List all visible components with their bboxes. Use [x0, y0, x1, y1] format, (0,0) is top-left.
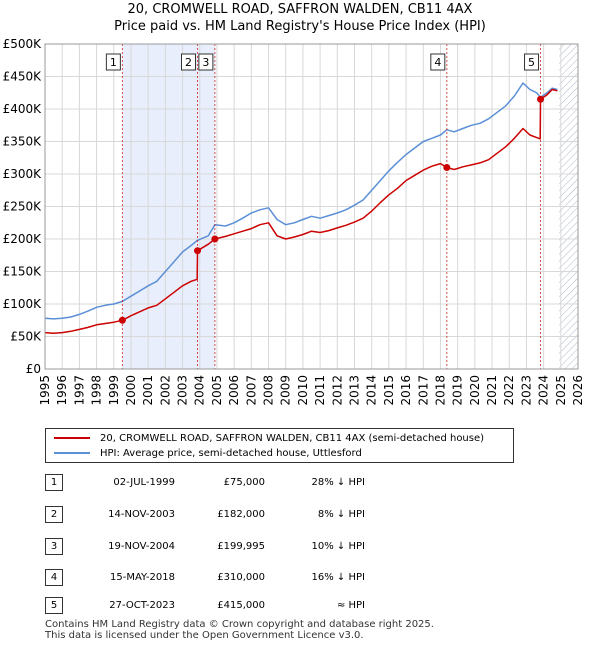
footer-copyright: Contains HM Land Registry data © Crown c… — [45, 619, 434, 630]
sale-marker-box — [198, 53, 214, 71]
x-tick-label: 2005 — [210, 375, 224, 406]
plot-frame — [44, 43, 579, 370]
x-tick-label: 2008 — [262, 375, 276, 406]
y-tick-label: £500K — [3, 37, 43, 51]
legend: 20, CROMWELL ROAD, SAFFRON WALDEN, CB11 … — [45, 428, 514, 463]
sale-date: 15-MAY-2018 — [109, 572, 175, 583]
x-tick-label: 2015 — [382, 375, 396, 406]
sale-point — [211, 235, 219, 243]
x-tick-label: 2022 — [502, 375, 516, 406]
sale-number-badge: 4 — [45, 569, 63, 586]
sale-price: £415,000 — [217, 600, 265, 611]
y-tick-label: £50K — [10, 330, 42, 344]
x-tick-label: 2002 — [158, 375, 172, 406]
legend-swatch-price-paid — [54, 437, 90, 439]
chart-title-line2: Price paid vs. HM Land Registry's House … — [114, 19, 486, 34]
sale-point — [118, 316, 126, 324]
y-tick-label: £250K — [3, 200, 43, 214]
sale-row: 1 02-JUL-1999 £75,000 28% ↓ HPI — [45, 474, 405, 491]
sale-number-badge: 1 — [45, 474, 63, 491]
y-tick-label: £400K — [3, 102, 43, 116]
x-tick-label: 2009 — [279, 375, 293, 406]
sale-marker-box — [524, 53, 540, 71]
sale-marker-label: 3 — [202, 56, 209, 69]
sale-marker-label: 4 — [434, 56, 441, 69]
sale-row: 5 27-OCT-2023 £415,000 ≈ HPI — [45, 597, 405, 614]
x-tick-label: 2019 — [451, 375, 465, 406]
sale-price: £182,000 — [217, 509, 265, 520]
x-tick-label: 2000 — [124, 375, 138, 406]
x-tick-label: 2023 — [519, 375, 533, 406]
x-tick-label: 2020 — [468, 375, 482, 406]
x-tick-label: 2014 — [365, 375, 379, 406]
y-tick-label: £450K — [3, 70, 43, 84]
legend-item-price-paid: 20, CROMWELL ROAD, SAFFRON WALDEN, CB11 … — [54, 431, 484, 445]
sale-hpi-diff: 16% ↓ HPI — [311, 572, 365, 583]
y-tick-label: £0 — [26, 362, 41, 376]
legend-label-hpi: HPI: Average price, semi-detached house,… — [100, 447, 362, 459]
x-tick-label: 2021 — [485, 375, 499, 406]
sale-row: 4 15-MAY-2018 £310,000 16% ↓ HPI — [45, 569, 405, 586]
x-tick-label: 2007 — [244, 375, 258, 406]
sale-marker-label: 1 — [110, 56, 117, 69]
x-tick-label: 2026 — [571, 375, 585, 406]
sale-hpi-diff: 10% ↓ HPI — [311, 541, 365, 552]
sale-hpi-diff: 8% ↓ HPI — [317, 509, 365, 520]
x-tick-label: 2003 — [176, 375, 190, 406]
sale-point — [443, 164, 451, 171]
sale-date: 14-NOV-2003 — [108, 509, 175, 520]
x-tick-label: 1998 — [90, 375, 104, 406]
price-paid-line — [45, 88, 558, 335]
sale-hpi-diff: 28% ↓ HPI — [311, 477, 365, 488]
footer-licence: This data is licensed under the Open Gov… — [45, 630, 364, 641]
x-tick-label: 1996 — [55, 375, 69, 406]
y-tick-label: £150K — [3, 265, 43, 279]
sale-marker-label: 5 — [528, 56, 535, 69]
sale-marker-box — [105, 53, 121, 71]
legend-item-hpi: HPI: Average price, semi-detached house,… — [54, 446, 362, 460]
legend-label-price-paid: 20, CROMWELL ROAD, SAFFRON WALDEN, CB11 … — [100, 432, 485, 444]
sale-price: £75,000 — [223, 477, 265, 488]
x-tick-label: 2012 — [330, 375, 344, 406]
sale-number-badge: 3 — [45, 538, 63, 555]
x-tick-label: 2011 — [313, 375, 327, 406]
x-tick-label: 1997 — [72, 375, 86, 406]
sale-point — [194, 247, 202, 255]
x-tick-label: 2010 — [296, 375, 310, 406]
sale-marker-label: 2 — [185, 56, 192, 69]
sale-number-badge: 5 — [45, 597, 63, 614]
x-tick-label: 2017 — [416, 375, 430, 406]
x-tick-label: 2001 — [141, 375, 155, 406]
sale-date: 19-NOV-2004 — [108, 541, 175, 552]
sale-number-badge: 2 — [45, 506, 63, 523]
y-tick-label: £200K — [3, 232, 43, 246]
sale-point — [537, 95, 545, 103]
sale-date: 02-JUL-1999 — [113, 477, 175, 488]
sale-hpi-diff: ≈ HPI — [336, 600, 365, 611]
legend-swatch-hpi — [54, 452, 90, 454]
x-tick-label: 1999 — [107, 375, 121, 406]
sale-row: 3 19-NOV-2004 £199,995 10% ↓ HPI — [45, 538, 405, 555]
x-tick-label: 2006 — [227, 375, 241, 406]
sale-marker-box — [430, 53, 446, 71]
sale-date: 27-OCT-2023 — [109, 600, 175, 611]
sale-row: 2 14-NOV-2003 £182,000 8% ↓ HPI — [45, 506, 405, 523]
y-tick-label: £350K — [3, 135, 43, 149]
x-tick-label: 2016 — [399, 375, 413, 406]
y-tick-label: £100K — [3, 297, 43, 311]
sale-price: £310,000 — [217, 572, 265, 583]
x-tick-label: 2013 — [347, 375, 361, 406]
hpi-line — [45, 82, 558, 320]
chart-title-line1: 20, CROMWELL ROAD, SAFFRON WALDEN, CB11 … — [127, 2, 473, 17]
y-tick-label: £300K — [3, 167, 43, 181]
x-tick-label: 2018 — [433, 375, 447, 406]
x-tick-label: 2025 — [554, 375, 568, 406]
x-tick-label: 1995 — [38, 375, 52, 406]
x-tick-label: 2004 — [193, 375, 207, 406]
sale-marker-box — [181, 53, 197, 71]
x-tick-label: 2024 — [537, 375, 551, 406]
sale-price: £199,995 — [217, 541, 265, 552]
